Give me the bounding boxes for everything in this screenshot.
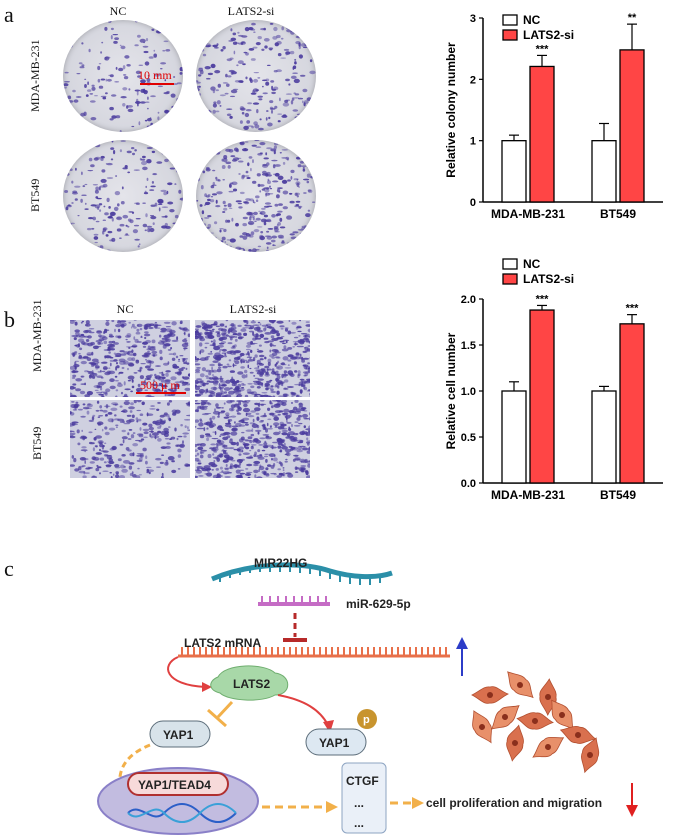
bar-si	[619, 49, 645, 203]
lats2-mrna-teeth	[181, 647, 447, 656]
lats2-inhibit-yap1-line	[216, 700, 234, 719]
bar-si	[529, 309, 555, 484]
panel-b-col-nc: NC	[116, 302, 134, 316]
cancer-cell	[532, 736, 565, 758]
colony-dish-bt549-si	[196, 140, 316, 252]
mirna-label: miR-629-5p	[346, 597, 411, 611]
significance-label: ***	[536, 43, 550, 55]
colony-dish-bt549-nc	[63, 140, 183, 252]
legend-label: LATS2-si	[523, 28, 574, 42]
target-ellipsis-1: ...	[354, 796, 364, 810]
mrna-to-lats2-arrow	[167, 656, 206, 688]
y-tick-label: 0.0	[461, 478, 476, 490]
mir22hg-teeth	[219, 565, 381, 585]
ctgf-label: CTGF	[346, 774, 379, 788]
legend-swatch	[502, 273, 518, 285]
x-tick-label: BT549	[600, 488, 636, 502]
x-tick-label: MDA-MB-231	[491, 488, 565, 502]
legend-swatch	[502, 14, 518, 26]
target-ellipsis-2: ...	[354, 816, 364, 830]
y-tick-label: 1.5	[461, 340, 476, 352]
mirna-teeth	[261, 596, 327, 604]
y-tick-label: 0.5	[461, 432, 476, 444]
mir22hg-strand	[211, 562, 393, 582]
chart-relative-cell-number: 0.0 0.5 1.0 1.5 2.0 Relative cell number MDA-M…	[444, 257, 663, 502]
chart-relative-colony-number: 0 1 2 3 Relative colony number MDA-MB-231 *** B…	[444, 12, 663, 221]
dna-strand-2	[127, 803, 237, 823]
micrograph-bt549-si	[195, 400, 310, 478]
phospho-badge	[357, 709, 377, 729]
phospho-label: p	[363, 714, 370, 726]
panel-b-scale-label: 500 μ m	[140, 378, 180, 392]
y-tick-label: 0	[470, 197, 476, 209]
panel-a-scale-label: 10 mm	[138, 68, 172, 82]
legend-label: NC	[523, 13, 541, 27]
significance-label: ***	[536, 293, 550, 305]
mir22hg-label: MIR22HG	[254, 556, 307, 570]
significance-label: **	[628, 12, 637, 24]
lats2-inhibit-yap1-bar	[207, 708, 227, 728]
x-tick-label: MDA-MB-231	[491, 207, 565, 221]
micrograph-mda-si	[195, 320, 310, 397]
x-tick-label: BT549	[600, 207, 636, 221]
lats2-label: LATS2	[233, 677, 270, 691]
pathway-diagram: MIR22HG miR-629-5p LATS2 mRNA LATS2 YAP1…	[97, 556, 638, 835]
cancer-cell	[516, 712, 554, 730]
cancer-cell	[471, 686, 509, 704]
bar-nc	[591, 390, 617, 484]
down-arrow-head	[626, 805, 638, 817]
y-tick-label: 2	[470, 74, 476, 86]
lats2-protein	[210, 665, 289, 701]
cancer-cell	[581, 737, 600, 774]
y-tick-label: 3	[470, 13, 476, 25]
up-arrow-head	[456, 637, 468, 649]
cancer-cell	[559, 726, 597, 744]
pyap1-label: YAP1	[319, 736, 350, 750]
micrograph-mda-nc	[70, 320, 190, 397]
yap1-tead4-label: YAP1/TEAD4	[138, 778, 211, 792]
outcome-label: cell proliferation and migration	[426, 796, 602, 810]
panel-a-col-si: LATS2-si	[227, 4, 275, 18]
panel-a-col-nc: NC	[109, 4, 127, 18]
bar-nc	[501, 390, 527, 484]
y-tick-label: 2.0	[461, 294, 476, 306]
colony-dish-mda-nc	[63, 20, 183, 132]
colony-dish-mda-si	[196, 20, 316, 132]
panel-label-c: c	[4, 556, 14, 581]
significance-label: ***	[626, 303, 640, 315]
panel-a-scale-bar	[140, 83, 174, 85]
lats2-to-pyap1-arrow	[277, 694, 329, 726]
panel-label-a: a	[4, 2, 14, 27]
legend-label: LATS2-si	[523, 272, 574, 286]
cancer-cell	[472, 710, 492, 744]
y-tick-label: 1.0	[461, 386, 476, 398]
legend-label: NC	[523, 257, 541, 271]
panel-label-b: b	[4, 307, 15, 332]
bar-nc	[591, 140, 617, 203]
y-axis-label: Relative cell number	[444, 332, 458, 449]
panel-b-scale-bar	[136, 392, 186, 394]
yap1-tead4-complex	[127, 772, 229, 796]
legend-swatch	[502, 258, 518, 270]
yap1-label: YAP1	[163, 728, 194, 742]
micrograph-bt549-nc	[70, 400, 190, 478]
pyap1-protein	[305, 728, 367, 756]
bar-si	[529, 65, 555, 203]
legend-swatch	[502, 29, 518, 41]
cancer-cell	[507, 671, 534, 699]
bar-si	[619, 323, 645, 484]
y-axis-label: Relative colony number	[444, 42, 458, 178]
y-tick-label: 1	[470, 136, 476, 148]
cancer-cell	[506, 724, 524, 762]
lats2-mrna-label: LATS2 mRNA	[184, 636, 261, 650]
cancer-cells-illustration	[471, 671, 600, 774]
panel-b-col-si: LATS2-si	[229, 302, 277, 316]
yap1-protein	[149, 720, 211, 748]
target-genes-box	[341, 762, 387, 834]
